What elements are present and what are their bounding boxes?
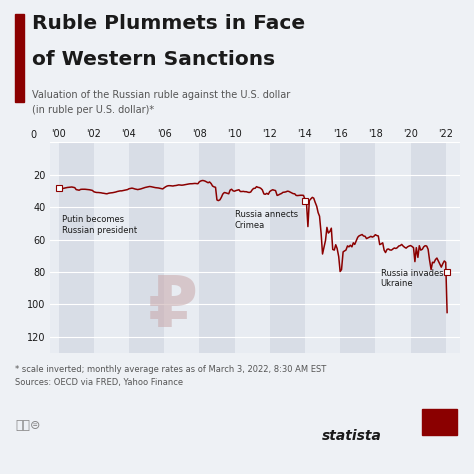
Bar	[59, 142, 94, 353]
Text: (in ruble per U.S. dollar)*: (in ruble per U.S. dollar)*	[32, 105, 155, 115]
Bar	[270, 142, 305, 353]
Bar	[305, 142, 340, 353]
Bar	[375, 142, 410, 353]
Text: Russia invades
Ukraine: Russia invades Ukraine	[381, 269, 443, 288]
Bar	[340, 142, 375, 353]
Text: Ruble Plummets in Face: Ruble Plummets in Face	[32, 14, 305, 33]
Text: Ⓒⓘ⊜: Ⓒⓘ⊜	[15, 419, 41, 432]
Text: 0: 0	[31, 130, 37, 140]
Bar	[200, 142, 235, 353]
Bar	[164, 142, 200, 353]
Bar	[410, 142, 446, 353]
Text: ▶: ▶	[434, 414, 445, 429]
Text: ₽: ₽	[148, 273, 198, 342]
Text: Sources: OECD via FRED, Yahoo Finance: Sources: OECD via FRED, Yahoo Finance	[15, 378, 183, 387]
Bar	[235, 142, 270, 353]
Bar	[446, 142, 474, 353]
Text: Valuation of the Russian ruble against the U.S. dollar: Valuation of the Russian ruble against t…	[32, 90, 291, 100]
Bar	[129, 142, 164, 353]
Text: statista: statista	[322, 429, 382, 443]
Bar	[94, 142, 129, 353]
Text: of Western Sanctions: of Western Sanctions	[32, 50, 275, 69]
Text: Putin becomes
Russian president: Putin becomes Russian president	[62, 215, 137, 235]
Text: Russia annects
Crimea: Russia annects Crimea	[235, 210, 298, 230]
Text: * scale inverted; monthly average rates as of March 3, 2022, 8:30 AM EST: * scale inverted; monthly average rates …	[15, 365, 327, 374]
